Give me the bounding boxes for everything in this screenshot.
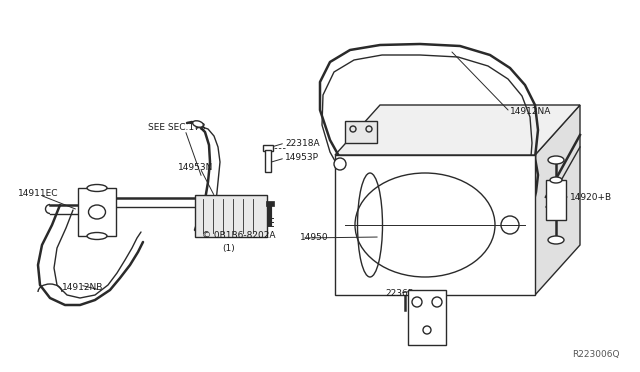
Text: 14920+B: 14920+B <box>570 192 612 202</box>
Ellipse shape <box>548 156 564 164</box>
Bar <box>335 155 535 295</box>
Bar <box>78 188 116 236</box>
Text: © 0B1B6-8202A: © 0B1B6-8202A <box>202 231 275 241</box>
Bar <box>195 195 267 237</box>
Text: 14953N: 14953N <box>178 164 213 173</box>
Text: 14950: 14950 <box>300 234 328 243</box>
Ellipse shape <box>87 232 107 240</box>
Polygon shape <box>535 105 580 295</box>
Bar <box>263 145 273 151</box>
Ellipse shape <box>87 185 107 192</box>
Bar <box>265 150 271 172</box>
Ellipse shape <box>550 177 562 183</box>
Ellipse shape <box>193 121 204 127</box>
Ellipse shape <box>334 158 346 170</box>
Text: 14912NA: 14912NA <box>510 108 552 116</box>
Text: 14911EC: 14911EC <box>18 189 58 198</box>
Ellipse shape <box>548 236 564 244</box>
Bar <box>546 180 566 220</box>
Text: SEE SEC.173: SEE SEC.173 <box>148 124 205 132</box>
Text: 22318A: 22318A <box>285 138 319 148</box>
Polygon shape <box>335 105 580 155</box>
Bar <box>266 201 274 206</box>
Text: 22365: 22365 <box>385 289 413 298</box>
Text: 14953P: 14953P <box>285 154 319 163</box>
Text: 14912NB: 14912NB <box>62 283 104 292</box>
Text: (1): (1) <box>222 244 235 253</box>
Text: R223006Q: R223006Q <box>573 350 620 359</box>
Bar <box>408 290 446 345</box>
Bar <box>345 121 377 143</box>
